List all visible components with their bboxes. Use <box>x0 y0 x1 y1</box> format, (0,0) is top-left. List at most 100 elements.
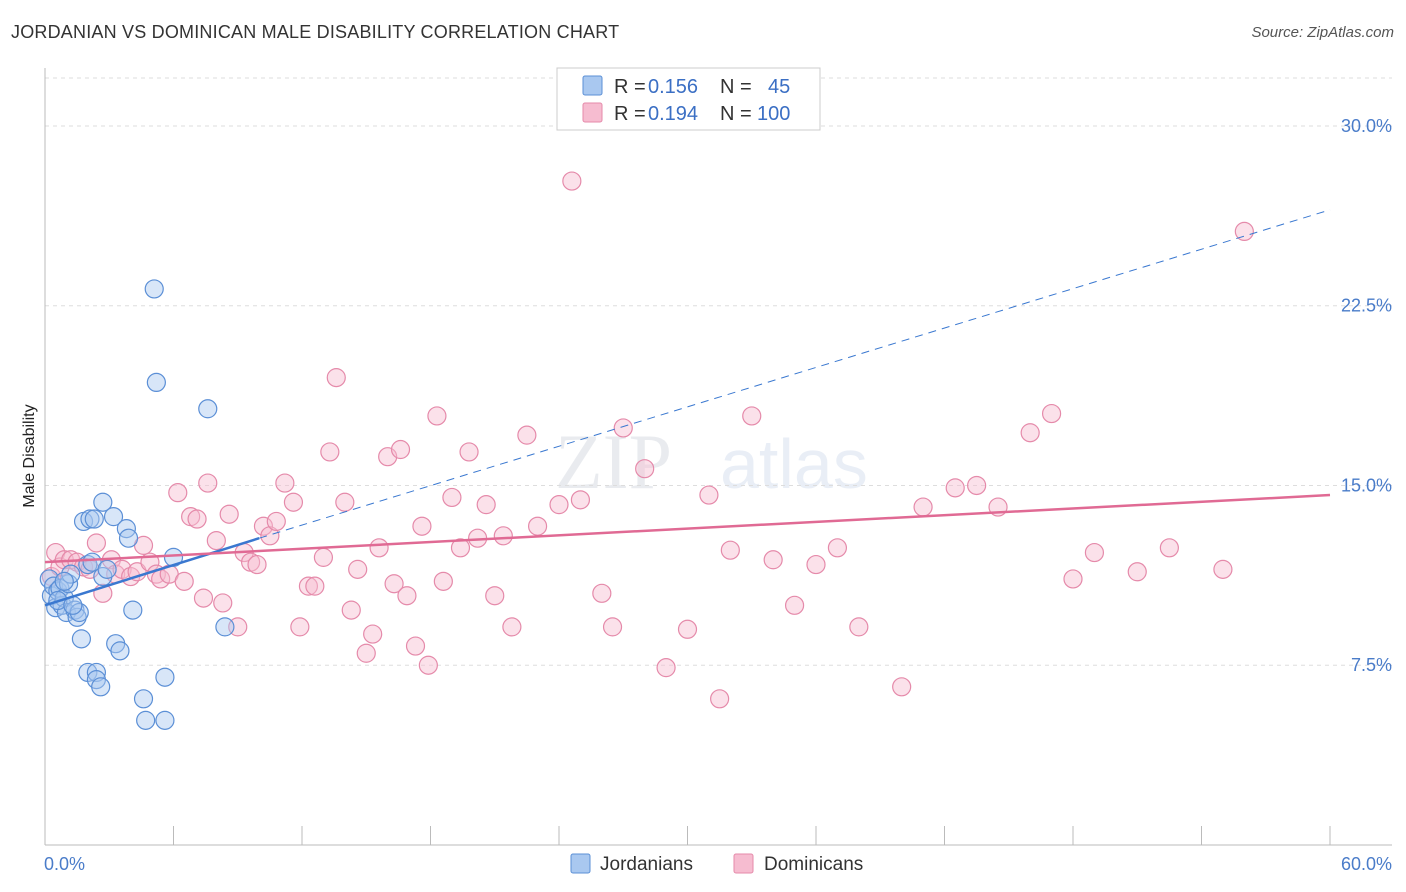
y-tick-label: 22.5% <box>1341 296 1392 316</box>
jordanian-point <box>71 629 92 649</box>
dominicans-trend-line <box>44 493 1331 564</box>
dominican-point <box>187 509 207 529</box>
jordanian-point <box>84 509 104 529</box>
y-tick-label: 7.5% <box>1351 655 1392 675</box>
jordanian-point <box>155 667 175 687</box>
dominican-point <box>427 406 447 426</box>
dominican-point <box>450 538 471 558</box>
dominican-point <box>945 478 965 498</box>
jordanians-n-value: 45 <box>768 76 790 98</box>
jordanians-n-label: N = <box>720 76 752 98</box>
dominican-point <box>260 526 280 546</box>
y-tick-label: 15.0% <box>1341 475 1392 495</box>
dominican-point <box>656 658 676 678</box>
jordanian-point <box>118 528 139 548</box>
dominican-point <box>720 540 740 560</box>
dominicans-r-label: R = <box>614 103 646 125</box>
dominicans-n-value: 100 <box>757 103 790 125</box>
dominicans-n-label: N = <box>720 103 752 125</box>
dominican-point <box>1084 542 1105 563</box>
dominican-point <box>247 554 267 575</box>
x-tick-label-min: 0.0% <box>44 854 85 874</box>
dominican-point <box>699 485 719 505</box>
chart-title: JORDANIAN VS DOMINICAN MALE DISABILITY C… <box>11 22 620 42</box>
dominican-point <box>527 516 548 536</box>
dominican-point <box>763 550 783 570</box>
dominican-point <box>517 425 537 445</box>
jordanian-point <box>163 547 184 567</box>
dominicans-legend-swatch <box>582 102 603 123</box>
jordanian-point <box>103 507 124 527</box>
dominican-point <box>476 495 496 515</box>
dominican-point <box>348 559 368 579</box>
jordanians-trend-line <box>44 537 260 607</box>
dominican-point <box>369 538 389 558</box>
dominican-point <box>206 530 226 551</box>
dominican-point <box>320 442 340 462</box>
dominican-point <box>613 418 633 438</box>
dominican-point <box>326 368 346 388</box>
dominican-point <box>806 554 826 575</box>
dominican-point <box>742 406 762 426</box>
dominican-point <box>892 677 912 697</box>
dominican-point <box>570 490 591 510</box>
x-tick-labels: 0.0% 60.0% <box>44 854 1392 874</box>
jordanian-point <box>144 279 164 299</box>
jordanians-bottom-swatch <box>570 853 591 874</box>
dominican-point <box>193 588 214 608</box>
jordanians-trend-extension <box>259 209 1331 539</box>
dominicans-r-value: 0.194 <box>648 103 698 125</box>
dominican-point <box>913 497 933 517</box>
dominican-point <box>266 511 286 532</box>
dominicans-legend-label: Dominicans <box>764 854 863 875</box>
dominican-point <box>433 571 453 591</box>
dominican-point <box>313 547 334 567</box>
dominican-point <box>283 492 304 512</box>
watermark-zip: ZIP <box>555 418 672 505</box>
dominican-point <box>827 538 848 558</box>
jordanian-point <box>198 399 218 419</box>
dominican-point <box>390 439 411 460</box>
dominican-point <box>602 617 623 637</box>
dominican-point <box>198 473 218 493</box>
jordanian-point <box>93 492 113 512</box>
y-tick-label: 30.0% <box>1341 116 1392 136</box>
jordanian-point <box>155 710 175 730</box>
dominican-point <box>298 576 319 596</box>
dominican-point <box>1234 221 1254 241</box>
jordanians-legend-swatch <box>582 75 603 96</box>
jordanian-point <box>133 689 154 709</box>
dominican-point <box>412 516 432 536</box>
dominican-point <box>592 583 612 603</box>
jordanian-point <box>80 509 100 529</box>
dominican-point <box>1213 559 1233 579</box>
dominican-point <box>562 171 582 191</box>
series-legend: Jordanians Dominicans <box>570 853 863 875</box>
jordanian-point <box>146 372 166 393</box>
dominican-point <box>174 571 194 591</box>
y-tick-labels: 7.5% 15.0% 22.5% 30.0% <box>1341 116 1392 675</box>
jordanian-point <box>136 710 156 730</box>
dominican-point <box>485 586 505 606</box>
dominican-point <box>397 586 417 606</box>
jordanians-r-label: R = <box>614 76 646 98</box>
trend-lines <box>44 209 1331 607</box>
jordanian-point <box>110 641 130 661</box>
dominicans-bottom-swatch <box>733 853 754 874</box>
x-tick-label-max: 60.0% <box>1341 854 1392 874</box>
jordanian-point <box>215 617 235 637</box>
jordanian-point <box>116 519 136 539</box>
dominican-point <box>442 487 462 508</box>
jordanian-point <box>123 600 143 620</box>
dominican-point <box>849 617 869 637</box>
axes <box>44 68 1392 846</box>
dominican-point <box>213 593 233 613</box>
watermark: ZIP atlas <box>555 418 868 505</box>
dominican-point <box>418 655 438 675</box>
stats-legend: R = 0.156 N = 45 R = 0.194 N = 100 <box>556 67 821 131</box>
dominican-point <box>1020 423 1040 443</box>
dominican-point <box>677 619 698 639</box>
dominican-point <box>341 600 361 620</box>
jordanian-point <box>69 602 89 623</box>
dominican-point <box>459 442 479 462</box>
